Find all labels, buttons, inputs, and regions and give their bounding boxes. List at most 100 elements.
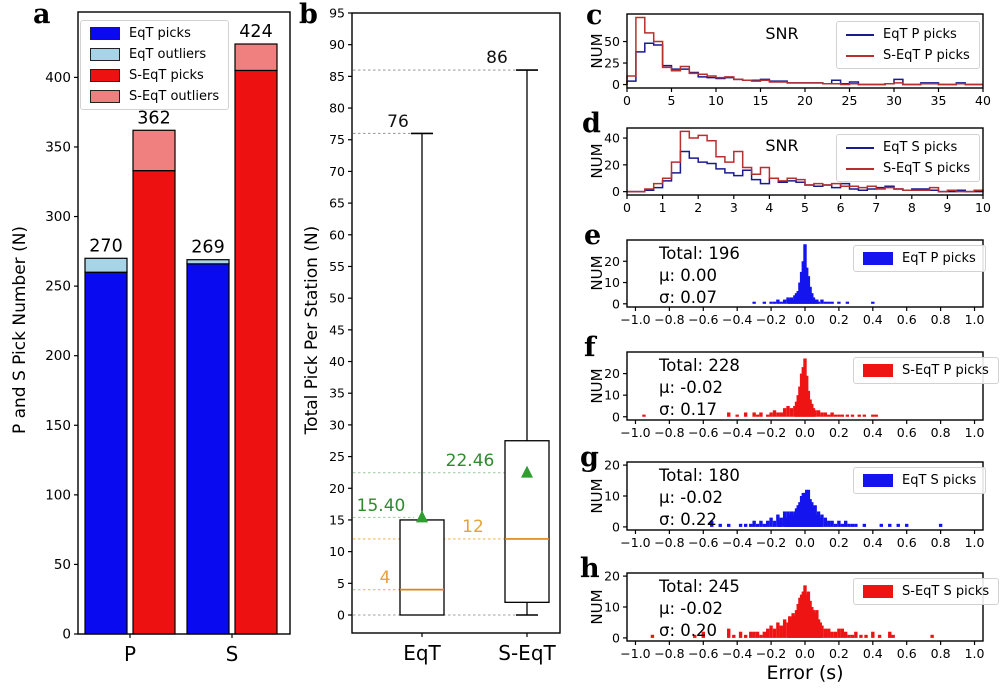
- tick-or-annotation-label: −0.4: [722, 535, 752, 550]
- hist-bar: [874, 414, 878, 417]
- tick-or-annotation-label: 0: [62, 627, 71, 643]
- legend-label: EqT S picks: [883, 140, 958, 155]
- legend-label: S-EqT outliers: [129, 89, 220, 104]
- hist-bar: [823, 628, 828, 638]
- panel-b-plot: 76 86 15.40 22.46 4 12 0 5 10 15 20 25 30 35 40 45 50 55 6…: [329, 6, 561, 665]
- panel-letter-a: a: [33, 0, 51, 30]
- panel-letter-d: d: [582, 108, 601, 139]
- tick-or-annotation-label: 0.6: [897, 535, 917, 550]
- hist-bar: [837, 520, 841, 527]
- stats-sigma: σ: 0.07: [659, 288, 717, 307]
- y-axis: 0 50 100 150 200 250 300 350 400: [45, 70, 78, 643]
- hist-bar: [743, 523, 748, 527]
- tick-or-annotation-label: 0.6: [897, 425, 917, 440]
- hist-bar: [888, 523, 892, 527]
- tick-or-annotation-label: −0.6: [688, 646, 718, 661]
- legend-line-swatch: [846, 146, 874, 149]
- y-axis-label-c: NUM: [588, 33, 606, 69]
- tick-or-annotation-label: 5: [337, 576, 345, 591]
- tick-or-annotation-label: 10: [604, 489, 620, 504]
- tick-or-annotation-label: 50: [604, 34, 620, 49]
- tick-or-annotation-label: 0: [612, 519, 620, 534]
- legend-color-swatch: [863, 474, 893, 487]
- tick-or-annotation-label: 95: [329, 6, 345, 21]
- stats-sigma: σ: 0.22: [659, 510, 717, 529]
- tick-or-annotation-label: 269: [191, 238, 224, 258]
- tick-or-annotation-label: 3: [730, 200, 738, 215]
- bar-segment-S-EqT: [186, 263, 230, 635]
- tick-or-annotation-label: 270: [89, 236, 122, 256]
- hist-bar: [779, 517, 783, 527]
- tick-or-annotation-label: 15.40: [357, 496, 406, 516]
- stats-mu: μ: -0.02: [659, 378, 723, 397]
- hist-bar: [701, 631, 705, 638]
- y-axis: 0 5 10 15 20 25 30 35 40 45 50 55 60 65 70 75 80 85 90 95: [329, 6, 352, 623]
- hist-bar: [820, 412, 824, 417]
- hist-bar: [847, 523, 851, 527]
- tick-or-annotation-label: 0.4: [863, 312, 883, 327]
- y-axis: 0 20 40: [604, 131, 627, 199]
- tick-or-annotation-label: 0.2: [829, 535, 849, 550]
- hist-bar: [727, 412, 731, 417]
- stats-sigma: σ: 0.17: [659, 400, 717, 419]
- tick-or-annotation-label: −0.2: [756, 425, 786, 440]
- hist-bar: [816, 301, 821, 304]
- stats-panel-e: Total: 196 μ: 0.00 σ: 0.07: [659, 243, 740, 309]
- tick-or-annotation-label: 0.2: [829, 646, 849, 661]
- hist-bar: [905, 523, 909, 527]
- hist-step-line-s-eqt-p-picks: [626, 16, 983, 86]
- tick-or-annotation-label: EqT: [403, 641, 441, 665]
- tick-or-annotation-label: 1.0: [965, 535, 985, 550]
- hist-bar: [830, 412, 834, 417]
- hist-bar: [850, 634, 855, 638]
- tick-or-annotation-label: −0.2: [756, 646, 786, 661]
- tick-or-annotation-label: 424: [239, 22, 272, 42]
- y-axis: 0 10 20: [604, 569, 627, 645]
- hist-bar: [850, 523, 855, 527]
- hist-bar: [759, 634, 763, 638]
- hist-bar: [840, 523, 844, 527]
- tick-or-annotation-label: 8: [908, 200, 916, 215]
- hist-bar: [827, 414, 831, 417]
- hist-bar: [752, 520, 756, 527]
- stats-panel-f: Total: 228 μ: -0.02 σ: 0.17: [659, 355, 740, 421]
- hist-bar: [850, 414, 855, 417]
- x-axis: −1.0 −0.8 −0.6 −0.4 −0.2 0.0 0.2 0.4 0.6 0.8 1.0: [620, 530, 985, 550]
- tick-or-annotation-label: 0.2: [829, 425, 849, 440]
- tick-or-annotation-label: 25: [604, 56, 620, 71]
- hist-bar: [782, 408, 787, 417]
- legend-color-swatch: [863, 252, 893, 265]
- tick-or-annotation-label: 75: [329, 132, 345, 147]
- tick-or-annotation-label: −0.8: [654, 535, 684, 550]
- legend-color-swatch: [863, 364, 893, 377]
- x-axis: −1.0 −0.8 −0.6 −0.4 −0.2 0.0 0.2 0.4 0.6 0.8 1.0: [620, 307, 985, 327]
- legend-line-swatch: [846, 54, 874, 57]
- hist-bar: [827, 628, 831, 638]
- hist-bar: [752, 301, 756, 304]
- hist-bar: [727, 628, 731, 638]
- hist-bar: [871, 301, 875, 304]
- hist-bar: [845, 414, 850, 417]
- bar-segment-S-S-EqT: [234, 69, 278, 635]
- hist-bar: [749, 523, 753, 527]
- tick-or-annotation-label: 300: [45, 209, 71, 225]
- tick-or-annotation-label: 0.2: [829, 312, 849, 327]
- hist-bar: [776, 622, 780, 638]
- hist-bar: [727, 523, 731, 527]
- panel-h-plot: 0 10 20 −1.0 −0.8 −0.6 −0.4 −0.2 0.0 0.2 0.4 0.6 0.8…: [604, 569, 984, 661]
- y-axis: 0 25 50: [604, 34, 627, 92]
- hist-bar: [854, 523, 858, 527]
- legend-panel-e: EqT P picks: [853, 245, 986, 272]
- panel-g-plot: 0 10 20 −1.0 −0.8 −0.6 −0.4 −0.2 0.0 0.2 0.4 0.6 0.8…: [604, 458, 984, 550]
- tick-or-annotation-label: −0.8: [654, 646, 684, 661]
- tick-or-annotation-label: 5: [801, 200, 809, 215]
- hist-bar: [830, 301, 834, 304]
- hist-bar: [755, 523, 760, 527]
- legend-color-swatch: [90, 48, 120, 61]
- hist-bars: [650, 585, 934, 638]
- hist-bar: [845, 301, 850, 304]
- legend-panel-c: EqT P picks S-EqT P picks: [836, 21, 980, 69]
- hist-bar: [823, 412, 828, 417]
- panel-letter-b: b: [299, 0, 318, 30]
